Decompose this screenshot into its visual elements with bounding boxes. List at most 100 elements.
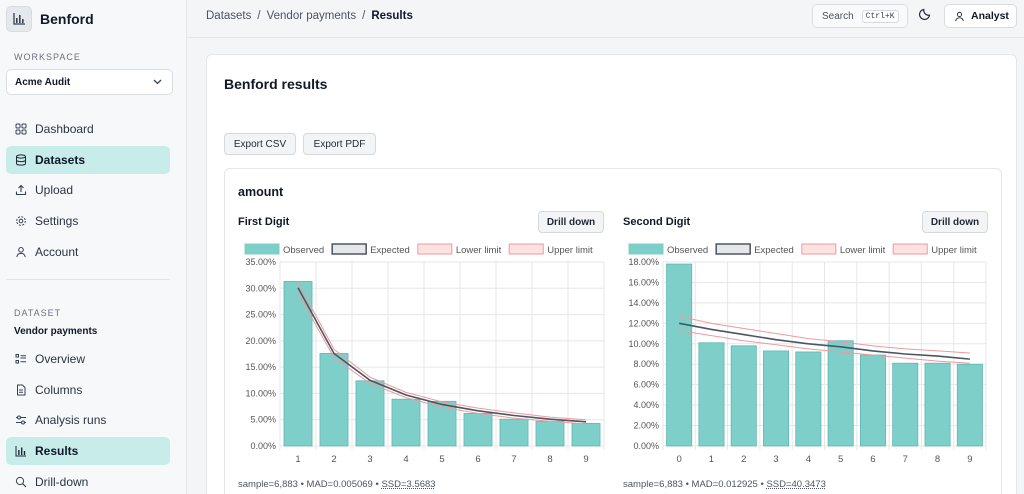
drill-down-button-first-digit[interactable]: Drill down xyxy=(538,211,604,233)
nav-item-settings[interactable]: Settings xyxy=(6,207,170,235)
legend-swatch xyxy=(892,243,928,255)
breadcrumb-separator: / xyxy=(257,10,261,22)
legend-swatch xyxy=(801,243,837,255)
bar-5 xyxy=(427,400,457,447)
legend-label: Lower limit xyxy=(840,245,886,256)
bar-4 xyxy=(391,398,421,447)
x-tick-label: 0 xyxy=(677,454,682,465)
y-tick-label: 2.00% xyxy=(633,421,659,431)
legend-label: Upper limit xyxy=(931,245,977,256)
ssd-value[interactable]: SSD=40.3473 xyxy=(766,479,826,490)
user-label: Analyst xyxy=(971,10,1009,22)
first-digit-chart: Observed Expected Lower limit Upper limit 0.… xyxy=(244,243,605,465)
legend-swatch xyxy=(715,243,751,255)
user-menu-button[interactable]: Analyst xyxy=(944,4,1017,28)
y-tick-label: 6.00% xyxy=(633,380,659,390)
topbar: Datasets / Vendor payments / Results Sea… xyxy=(187,0,1024,38)
dataset-label: DATASET xyxy=(14,308,62,318)
y-tick-label: 8.00% xyxy=(633,359,659,369)
nav-item-drill-down[interactable]: Drill-down xyxy=(6,468,170,494)
x-tick-label: 7 xyxy=(511,454,516,465)
nav-label: Analysis runs xyxy=(35,413,107,427)
breadcrumb-vendor-payments[interactable]: Vendor payments xyxy=(266,10,357,22)
bar-chart-logo-icon xyxy=(6,6,32,32)
x-tick-label: 9 xyxy=(583,454,588,465)
database-icon xyxy=(14,153,28,167)
x-tick-label: 7 xyxy=(903,454,908,465)
y-tick-label: 18.00% xyxy=(628,257,659,267)
nav-label: Dashboard xyxy=(35,122,94,136)
theme-toggle-button[interactable] xyxy=(915,6,935,26)
stats-text: sample=6,883 • MAD=0.005069 • xyxy=(238,479,382,490)
y-tick-label: 30.00% xyxy=(245,283,276,293)
bar-3 xyxy=(355,380,385,447)
x-tick-label: 9 xyxy=(967,454,972,465)
x-tick-label: 8 xyxy=(547,454,552,465)
y-tick-label: 20.00% xyxy=(245,336,276,346)
nav-label: Columns xyxy=(35,383,83,397)
column-name: amount xyxy=(238,185,284,199)
x-tick-label: 1 xyxy=(295,454,300,465)
y-tick-label: 15.00% xyxy=(245,362,276,372)
nav-item-analysis-runs[interactable]: Analysis runs xyxy=(6,406,170,434)
search-label: Search xyxy=(822,10,854,22)
breadcrumb-separator: / xyxy=(362,10,366,22)
breadcrumb: Datasets / Vendor payments / Results xyxy=(206,10,413,22)
export-csv-button[interactable]: Export CSV xyxy=(224,133,296,155)
bar-4 xyxy=(795,351,822,447)
y-tick-label: 16.00% xyxy=(628,277,659,287)
bar-7 xyxy=(892,362,919,447)
nav-label: Results xyxy=(35,444,79,458)
sidebar: Benford WORKSPACE Acme Audit Dashboard D… xyxy=(0,0,187,494)
moon-icon xyxy=(918,7,932,25)
bar-2 xyxy=(319,353,349,447)
nav-item-overview[interactable]: Overview xyxy=(6,345,170,373)
nav-label: Overview xyxy=(35,352,86,366)
legend-label: Observed xyxy=(667,245,708,256)
search-shortcut: Ctrl+K xyxy=(861,9,899,23)
brand[interactable]: Benford xyxy=(0,0,186,38)
y-tick-label: 14.00% xyxy=(628,298,659,308)
line-expected xyxy=(297,287,587,423)
legend-label: Lower limit xyxy=(456,245,502,256)
line-lower-limit xyxy=(297,292,587,425)
bar-8 xyxy=(924,362,951,447)
breadcrumb-datasets[interactable]: Datasets xyxy=(206,10,252,22)
ssd-value[interactable]: SSD=3.5683 xyxy=(381,479,436,490)
nav-item-account[interactable]: Account xyxy=(6,238,170,266)
line-upper-limit xyxy=(297,282,587,421)
sidebar-divider xyxy=(6,279,170,280)
bar-6 xyxy=(463,413,493,447)
x-tick-label: 6 xyxy=(870,454,875,465)
x-tick-label: 5 xyxy=(838,454,843,465)
nav-item-upload[interactable]: Upload xyxy=(6,176,170,204)
drill-down-button-second-digit[interactable]: Drill down xyxy=(922,211,988,233)
legend-swatch xyxy=(628,243,664,255)
nav-item-datasets[interactable]: Datasets xyxy=(6,146,170,174)
x-tick-label: 2 xyxy=(741,454,746,465)
nav-label: Account xyxy=(35,245,79,259)
second-digit-chart: Observed Expected Lower limit Upper limit 0.… xyxy=(628,243,987,465)
y-tick-label: 12.00% xyxy=(628,318,659,328)
legend-swatch xyxy=(244,243,280,255)
bar-0 xyxy=(666,263,693,447)
export-pdf-button[interactable]: Export PDF xyxy=(303,133,376,155)
x-tick-label: 1 xyxy=(709,454,714,465)
search-button[interactable]: Search Ctrl+K xyxy=(812,4,908,28)
workspace-select[interactable]: Acme Audit xyxy=(6,69,173,95)
chevron-down-icon xyxy=(153,77,162,88)
legend-swatch xyxy=(331,243,367,255)
x-tick-label: 4 xyxy=(403,454,408,465)
nav-item-columns[interactable]: Columns xyxy=(6,376,170,404)
legend-swatch xyxy=(508,243,544,255)
user-icon xyxy=(14,245,28,259)
nav-label: Settings xyxy=(35,214,79,228)
workspace-value: Acme Audit xyxy=(15,76,71,88)
bar-1 xyxy=(698,342,725,447)
nav-item-results[interactable]: Results xyxy=(6,437,170,465)
bar-9 xyxy=(571,422,601,447)
legend-label: Observed xyxy=(283,245,324,256)
nav-item-dashboard[interactable]: Dashboard xyxy=(6,115,170,143)
breadcrumb-current: Results xyxy=(371,10,413,22)
line-lower-limit xyxy=(679,329,970,364)
